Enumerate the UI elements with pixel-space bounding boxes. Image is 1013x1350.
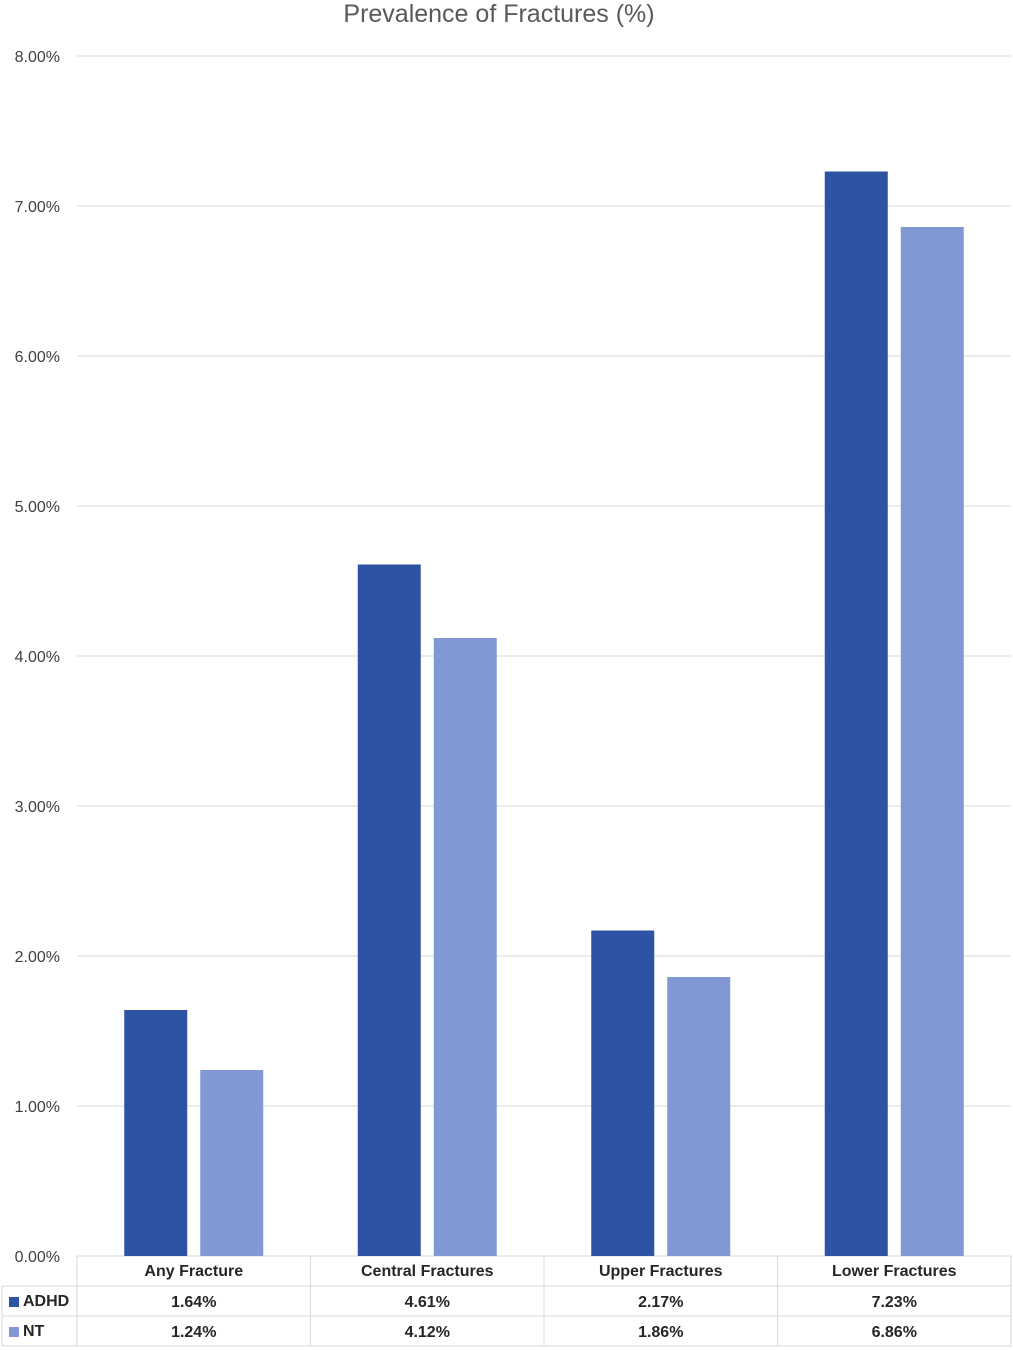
series-name: NT (23, 1323, 45, 1340)
category-label: Upper Fractures (599, 1263, 723, 1280)
bar (124, 1010, 188, 1256)
bar (433, 638, 497, 1256)
y-tick-label: 5.00% (15, 499, 60, 516)
y-tick-label: 4.00% (15, 649, 60, 666)
y-tick-label: 7.00% (15, 199, 60, 216)
category-label: Any Fracture (144, 1263, 243, 1280)
data-table: Any Fracture Central Fractures Upper Fract… (1, 1256, 1012, 1347)
y-tick-label: 0.00% (15, 1249, 60, 1266)
data-label: 1.24% (171, 1324, 216, 1341)
data-label: 1.64% (171, 1294, 216, 1311)
y-tick-label: 3.00% (15, 799, 60, 816)
data-label: 2.17% (638, 1294, 683, 1311)
data-label: 4.12% (405, 1324, 450, 1341)
chart-title: Prevalence of Fractures (%) (343, 0, 654, 28)
bar (591, 930, 655, 1256)
legend-key (9, 1297, 19, 1307)
y-tick-label: 1.00% (15, 1099, 60, 1116)
y-axis-tick-labels: 0.00% 1.00% 2.00% 3.00% 4.00% 5.00% 6.00% 7.00%… (15, 49, 60, 1266)
bar (200, 1070, 264, 1256)
data-label: 7.23% (872, 1294, 917, 1311)
y-tick-label: 6.00% (15, 349, 60, 366)
data-label: 4.61% (405, 1294, 450, 1311)
bar (824, 171, 888, 1256)
category-label: Central Fractures (361, 1263, 494, 1280)
bar (900, 227, 964, 1256)
y-tick-label: 2.00% (15, 949, 60, 966)
bars (124, 171, 964, 1256)
series-name: ADHD (23, 1293, 69, 1310)
data-label: 1.86% (638, 1324, 683, 1341)
category-label: Lower Fractures (832, 1263, 957, 1280)
y-tick-label: 8.00% (15, 49, 60, 66)
data-label: 6.86% (872, 1324, 917, 1341)
bar (667, 977, 731, 1256)
legend-key (9, 1327, 19, 1337)
bar (357, 564, 421, 1256)
